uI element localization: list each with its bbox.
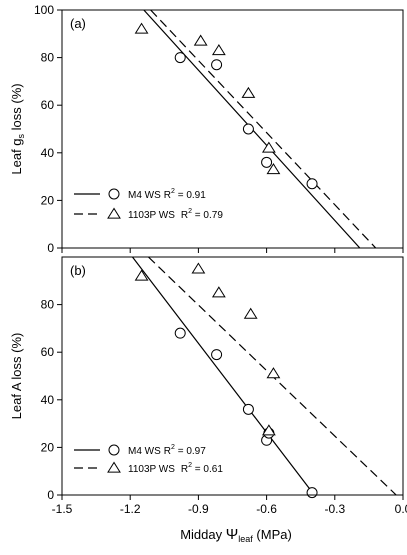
legend-r2-value: = 0.61 [192, 464, 223, 475]
data-point-1103p [191, 262, 206, 274]
legend-marker-1103p [107, 461, 121, 473]
y-tick-label: 80 [41, 51, 55, 65]
data-point-m4 [242, 403, 254, 415]
x-axis-title-prefix: Midday [180, 527, 226, 542]
legend-r2-sup: 2 [171, 188, 175, 195]
fit-line-1103p [150, 10, 377, 248]
legend-r2-sup: 2 [188, 208, 192, 215]
data-point-1103p [134, 269, 149, 281]
x-tick-label: -0.3 [324, 502, 345, 516]
legend-series-name: M4 WS [128, 190, 161, 201]
legend-marker-1103p [107, 207, 121, 219]
x-tick-label: -1.5 [52, 502, 73, 516]
y-axis-title-main: Leaf A loss (%) [9, 333, 24, 420]
legend-r2-label: R [181, 210, 188, 221]
plot-frame [61, 9, 404, 249]
y-tick-label: 40 [41, 393, 55, 407]
fit-lines [143, 10, 377, 248]
data-point-m4 [174, 327, 186, 339]
y-axis-title-sub: s [16, 133, 26, 138]
y-tick-label: 0 [47, 241, 54, 255]
x-axis-title-psi: Ψ [226, 526, 239, 543]
legend-entry-m4: M4 WS R2 = 0.91 [128, 188, 206, 201]
panel-b: 0 20 40 60 80 -1.5 -1.2 -0.9 -0.6 -0.3 0.0 (b) Leaf … [9, 256, 407, 516]
data-point-m4 [306, 178, 318, 190]
y-axis-title-tail: loss (%) [9, 83, 24, 134]
y-axis-title-main: Leaf g [9, 138, 24, 174]
data-point-1103p [193, 34, 208, 46]
data-point-m4 [242, 123, 254, 135]
x-axis-title-unit: (MPa) [253, 527, 292, 542]
legend-entry-1103p: 1103P WS R2 = 0.79 [128, 208, 223, 221]
legend-marker-m4 [108, 444, 120, 456]
legend-r2-sup: 2 [188, 462, 192, 469]
legend-r2-label: R [164, 446, 171, 457]
fit-lines [131, 257, 397, 495]
data-point-m4 [211, 349, 223, 361]
y-tick-label: 20 [41, 193, 55, 207]
y-tick-label: 20 [41, 440, 55, 454]
y-tick-label: 60 [41, 98, 55, 112]
panel-label: (a) [70, 16, 86, 31]
x-tick-label: -0.9 [188, 502, 209, 516]
y-tick-label: 40 [41, 146, 55, 160]
legend-r2-value: = 0.91 [175, 190, 206, 201]
data-point-m4 [261, 156, 273, 168]
y-tick-label: 100 [34, 3, 54, 17]
data-point-1103p [261, 141, 276, 153]
x-tick-label: 0.0 [395, 502, 407, 516]
x-tick-label: -1.2 [120, 502, 141, 516]
legend-r2-label: R [181, 464, 188, 475]
panel-label: (b) [70, 263, 86, 278]
x-tick-label: -0.6 [256, 502, 277, 516]
data-point-1103p [211, 44, 226, 56]
y-axis-title: Leaf A loss (%) [9, 333, 24, 420]
data-point-1103p [261, 424, 276, 436]
legend-series-name: 1103P WS [128, 210, 175, 221]
legend-r2-sup: 2 [171, 444, 175, 451]
data-point-m4 [211, 59, 223, 71]
legend-marker-m4 [108, 188, 120, 200]
data-point-m4 [174, 52, 186, 64]
data-point-1103p [266, 367, 281, 379]
legend-r2-label: R [164, 190, 171, 201]
x-axis-title: Midday Ψleaf (MPa) [180, 526, 292, 544]
legend-r2-value: = 0.79 [192, 210, 223, 221]
legend-series-name: 1103P WS [128, 464, 175, 475]
fit-line-m4 [131, 257, 315, 495]
data-point-1103p [134, 22, 149, 34]
legend-series-name: M4 WS [128, 446, 161, 457]
data-point-1103p [266, 163, 281, 175]
data-point-1103p [241, 86, 256, 98]
legend-r2-value: = 0.97 [175, 446, 206, 457]
y-tick-label: 80 [41, 298, 55, 312]
data-point-m4 [306, 487, 318, 499]
y-axis-title: Leaf gs loss (%) [9, 83, 26, 174]
legend-entry-1103p: 1103P WS R2 = 0.61 [128, 462, 223, 475]
y-tick-label: 0 [47, 488, 54, 502]
data-point-1103p [243, 307, 258, 319]
plot-frame [61, 256, 404, 496]
y-tick-label: 60 [41, 345, 55, 359]
data-point-1103p [211, 286, 226, 298]
legend-entry-m4: M4 WS R2 = 0.97 [128, 444, 206, 457]
x-axis-title-sub: leaf [238, 534, 253, 544]
